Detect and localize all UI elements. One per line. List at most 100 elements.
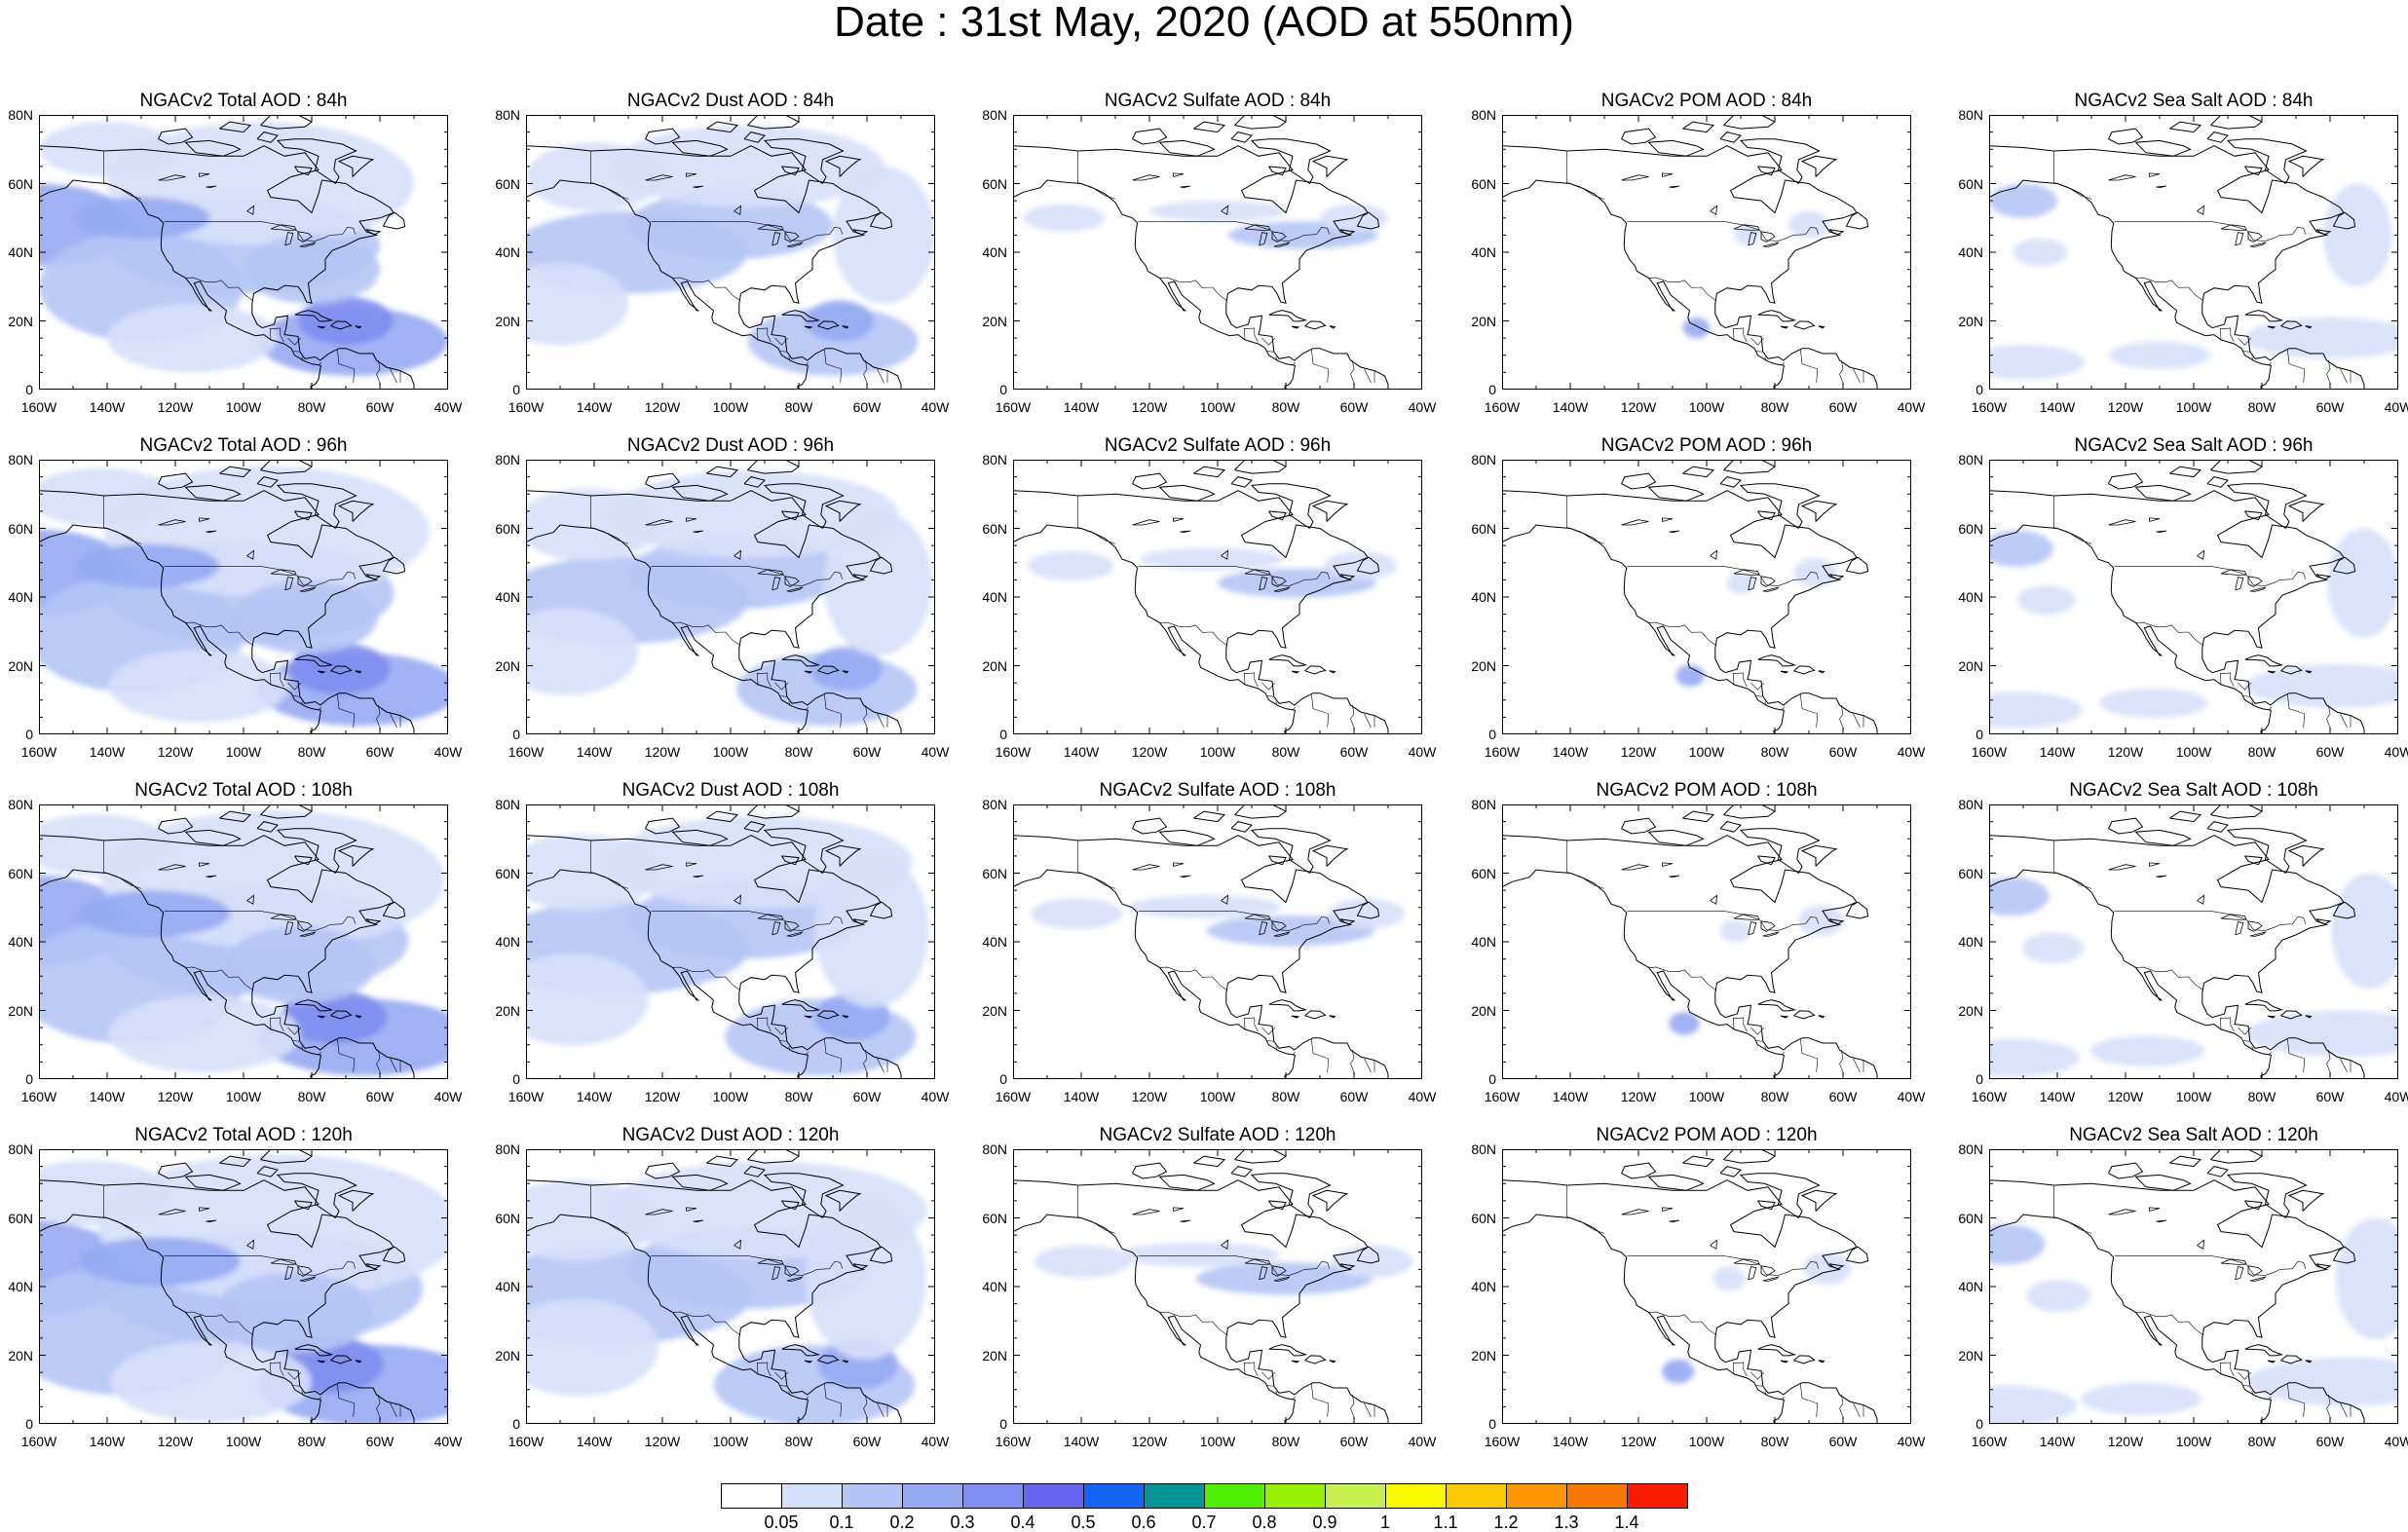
coastline <box>365 1263 382 1270</box>
lat-tick-label: 20N <box>8 313 33 329</box>
aod-contour <box>2245 663 2398 708</box>
coastline <box>1757 1344 1797 1357</box>
lake-outline <box>2249 242 2267 247</box>
coastline <box>2169 1155 2202 1168</box>
country-border <box>319 706 322 710</box>
country-border <box>1743 1024 1748 1032</box>
colorbar-swatch <box>1506 1483 1567 1509</box>
coastline <box>1739 1173 1821 1218</box>
lake-outline <box>1244 224 1271 231</box>
lake-outline <box>2108 519 2136 526</box>
country-border <box>1800 693 1819 728</box>
coastline <box>2332 901 2356 919</box>
coastline <box>747 1149 800 1164</box>
lat-tick-label: 20N <box>8 657 33 674</box>
lon-tick-label: 120W <box>1131 744 1168 760</box>
lat-tick-label: 60N <box>1958 175 1983 192</box>
coastline <box>2206 821 2229 833</box>
aod-field <box>1989 1217 2398 1424</box>
lon-tick-label: 100W <box>712 744 749 760</box>
coastline <box>382 1246 406 1264</box>
lon-tick-label: 160W <box>20 399 57 415</box>
colorbar-label: 0.5 <box>1071 1513 1096 1532</box>
aod-contour <box>823 509 932 656</box>
country-border <box>1743 1368 1748 1377</box>
country-border <box>1364 368 1372 384</box>
coastline <box>1356 556 1380 575</box>
aod-contour <box>233 580 378 654</box>
country-border <box>1138 1255 1331 1276</box>
coastline <box>1339 574 1356 580</box>
country-border <box>1266 351 1274 353</box>
country-border <box>590 1185 629 1234</box>
coastline <box>1719 821 1742 833</box>
coastline <box>2206 1166 2229 1177</box>
coastline <box>294 510 313 521</box>
lon-tick-label: 120W <box>644 399 681 415</box>
country-border <box>1853 713 1861 729</box>
coastline <box>1132 472 1168 490</box>
country-border <box>1800 1383 1819 1417</box>
lake-outline <box>1762 242 1780 247</box>
lake-outline <box>1259 1266 1268 1281</box>
lon-tick-label: 60W <box>2315 399 2345 415</box>
lake-outline <box>199 1207 210 1212</box>
coastline <box>1621 128 1657 145</box>
lake-outline <box>1180 1219 1191 1223</box>
aod-map: 80N 60N 40N 20N 0 160W 140W 120W 100W 80W 60W 40W <box>495 1141 949 1449</box>
coastline <box>2287 500 2325 522</box>
country-border <box>2135 621 2203 646</box>
coastline <box>158 1162 194 1179</box>
lake-outline <box>199 862 210 867</box>
country-border <box>1566 1185 1605 1234</box>
coastline <box>781 999 821 1012</box>
country-border <box>2242 695 2250 697</box>
aod-field <box>1034 1242 1413 1295</box>
lat-tick-label: 40N <box>495 589 520 605</box>
aod-field <box>1669 905 1845 1035</box>
country-border <box>1159 621 1227 646</box>
country-border <box>2251 701 2254 706</box>
country-border <box>287 1027 302 1035</box>
coastline <box>337 1189 375 1212</box>
lake-outline <box>297 576 313 587</box>
lake-outline <box>2247 576 2263 587</box>
country-border <box>774 337 789 346</box>
country-border <box>767 334 771 343</box>
lon-tick-label: 100W <box>712 1434 749 1449</box>
country-border <box>1764 356 1767 361</box>
map-panel: NGACv2 Total AOD : 84h 80N 60N 40N 20N 0 160W 1… <box>0 90 468 430</box>
lon-tick-label: 160W <box>995 1434 1032 1449</box>
lat-tick-label: 0 <box>512 1416 520 1432</box>
country-border <box>103 841 142 889</box>
lake-outline <box>1621 1209 1649 1215</box>
coastline <box>1757 510 1776 521</box>
lake-outline <box>1180 530 1191 534</box>
coastline <box>2244 855 2263 866</box>
lon-tick-label: 60W <box>2315 1434 2345 1449</box>
lake-outline <box>206 185 217 189</box>
lon-tick-label: 100W <box>2175 1434 2212 1449</box>
coastline <box>1356 1246 1380 1264</box>
country-border <box>2326 1049 2331 1074</box>
coastline <box>2315 574 2332 580</box>
coastline <box>1647 139 1705 157</box>
coastline <box>2206 476 2229 488</box>
country-border <box>269 1017 282 1029</box>
panel-title: NGACv2 Total AOD : 96h <box>139 435 348 456</box>
coastline <box>1845 901 1869 919</box>
map-canvas <box>1013 460 1422 734</box>
coastline <box>526 145 902 390</box>
coastline <box>1234 115 1287 130</box>
lat-tick-label: 40N <box>982 589 1007 605</box>
country-border <box>756 1362 769 1374</box>
lake-outline <box>1259 232 1268 246</box>
coastline <box>2169 466 2202 478</box>
coastline <box>1329 325 1336 329</box>
lat-tick-label: 80N <box>495 797 520 812</box>
coastline <box>1682 466 1715 478</box>
country-border <box>1839 1394 1844 1419</box>
colorbar-label: 1.3 <box>1554 1513 1579 1532</box>
country-border <box>2269 361 2273 365</box>
lake-outline <box>1748 577 1757 591</box>
